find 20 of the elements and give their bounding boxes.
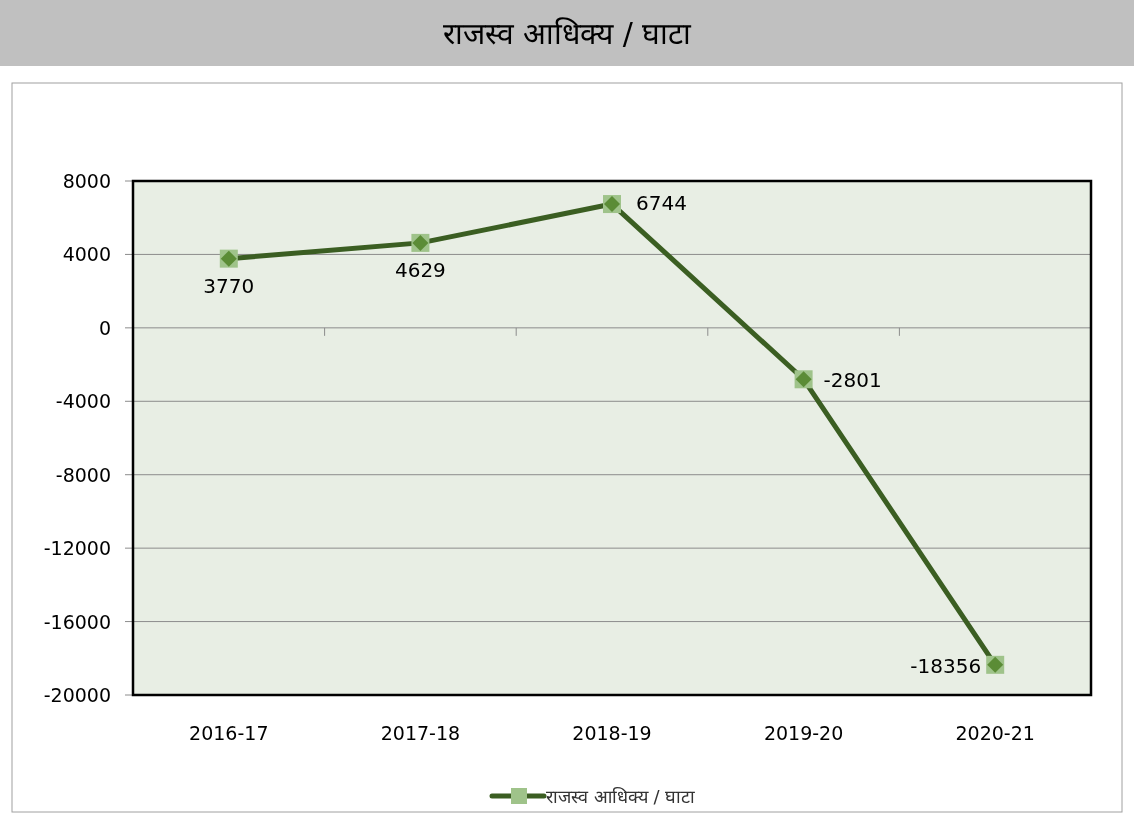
data-label: -2801 xyxy=(823,368,882,393)
x-tick-label: 2019-20 xyxy=(763,722,844,744)
y-tick-label: 0 xyxy=(98,316,111,339)
x-tick-label: 2020-21 xyxy=(955,722,1035,744)
y-tick-label: -4000 xyxy=(55,390,111,413)
y-tick-label: -16000 xyxy=(43,610,111,633)
x-tick-label: 2018-19 xyxy=(572,722,652,744)
y-tick-label: -8000 xyxy=(55,463,111,486)
chart-title: राजस्व आधिक्य / घाटा xyxy=(442,16,693,51)
x-tick-label: 2016-17 xyxy=(189,722,269,744)
x-tick-label: 2017-18 xyxy=(380,722,461,744)
y-tick-label: 8000 xyxy=(62,170,111,192)
data-label: 3770 xyxy=(203,273,255,298)
y-tick-label: 4000 xyxy=(62,243,111,266)
data-label: 6744 xyxy=(636,191,687,216)
data-label: 4629 xyxy=(394,257,446,282)
y-tick-label: -20000 xyxy=(43,684,111,706)
y-tick-label: -12000 xyxy=(43,537,111,560)
data-label: -18356 xyxy=(910,653,982,678)
legend-label: राजस्व आधिक्य / घाटा xyxy=(546,786,696,807)
